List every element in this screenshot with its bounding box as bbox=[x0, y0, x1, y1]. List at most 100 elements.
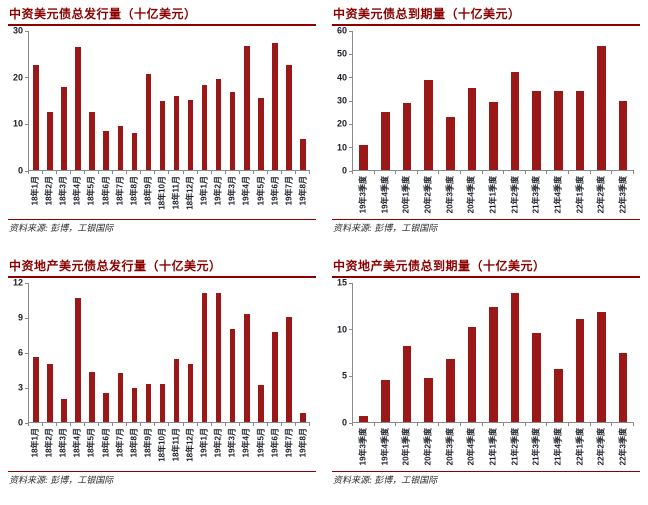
x-tick-mark bbox=[28, 171, 44, 174]
bar bbox=[75, 298, 81, 422]
bar bbox=[272, 331, 278, 422]
x-axis-label: 22年2季度 bbox=[591, 174, 613, 216]
y-tick-mark bbox=[349, 375, 352, 377]
x-axis-label-text: 18年7月 bbox=[115, 176, 125, 206]
x-axis-label-text: 18年10月 bbox=[157, 176, 167, 210]
x-axis-label: 19年6月 bbox=[268, 174, 282, 216]
bar-slot bbox=[418, 283, 440, 422]
y-tick-label: 0 bbox=[341, 165, 347, 176]
x-axis-ticks bbox=[28, 171, 310, 174]
bar bbox=[103, 131, 110, 170]
x-tick-mark bbox=[184, 171, 198, 174]
x-axis-label: 20年1季度 bbox=[395, 426, 417, 468]
y-tick-label: 9 bbox=[17, 312, 23, 323]
bar bbox=[215, 79, 222, 170]
x-axis-label: 21年4季度 bbox=[547, 426, 569, 468]
bar bbox=[359, 416, 369, 422]
y-tick-mark bbox=[349, 147, 352, 149]
y-tick-mark bbox=[349, 329, 352, 331]
y-tick-label: 10 bbox=[12, 118, 23, 129]
chart-property-bond-issuance: 中资地产美元债总发行量（十亿美元） 0 3 6 9 12 18年1月 18年2月 18年3月… bbox=[0, 252, 324, 505]
bar-slot bbox=[526, 283, 548, 422]
x-tick-mark bbox=[57, 171, 72, 174]
x-axis-label: 19年7月 bbox=[282, 174, 296, 216]
x-tick-mark bbox=[198, 171, 212, 174]
bar bbox=[272, 42, 278, 170]
y-tick-label: 6 bbox=[17, 347, 23, 358]
chart-area: 0 10 20 30 40 50 60 bbox=[332, 26, 640, 175]
source-divider bbox=[332, 471, 640, 472]
x-axis-label-text: 19年2月 bbox=[213, 176, 223, 206]
x-axis-label: 22年2季度 bbox=[591, 426, 613, 468]
x-axis-label: 19年8月 bbox=[296, 426, 310, 468]
x-axis-label-text: 18年8月 bbox=[129, 176, 139, 206]
x-axis-label: 18年5月 bbox=[84, 426, 98, 468]
bar-slot bbox=[396, 31, 418, 170]
bar bbox=[532, 333, 541, 422]
x-tick-mark bbox=[198, 423, 212, 426]
bar bbox=[103, 393, 110, 422]
source-divider bbox=[8, 471, 316, 472]
bar-slot bbox=[254, 31, 268, 170]
x-tick-mark bbox=[296, 423, 310, 426]
bar bbox=[510, 293, 520, 422]
chart-area: 0 5 10 15 bbox=[332, 278, 640, 427]
bar bbox=[47, 364, 53, 422]
bar-slot bbox=[99, 31, 113, 170]
x-axis-label: 20年4季度 bbox=[460, 174, 482, 216]
x-axis-label: 19年3季度 bbox=[352, 426, 374, 468]
bars bbox=[353, 31, 634, 170]
x-tick-mark bbox=[612, 171, 634, 174]
x-axis-label-text: 21年4季度 bbox=[553, 428, 563, 466]
x-axis-label-text: 21年3季度 bbox=[531, 428, 541, 466]
x-axis-label-text: 21年3季度 bbox=[531, 176, 541, 214]
x-axis-label-text: 20年3季度 bbox=[445, 428, 455, 466]
bar bbox=[467, 327, 477, 422]
x-axis-label: 22年3季度 bbox=[612, 426, 634, 468]
x-axis-label: 19年1月 bbox=[197, 426, 211, 468]
x-tick-mark bbox=[28, 423, 44, 426]
chart-area: 0 10 20 30 bbox=[8, 26, 316, 175]
bar-slot bbox=[71, 31, 85, 170]
x-axis-label-text: 18年4月 bbox=[72, 428, 82, 458]
bar bbox=[445, 359, 455, 422]
bar bbox=[89, 111, 96, 170]
y-axis: 0 5 10 15 bbox=[332, 278, 352, 427]
x-axis-label-text: 18年11月 bbox=[171, 428, 181, 462]
x-axis-label-text: 18年2月 bbox=[44, 428, 54, 458]
x-tick-mark bbox=[504, 423, 526, 426]
x-axis-ticks bbox=[352, 423, 634, 426]
y-tick-mark bbox=[349, 53, 352, 55]
bar-slot bbox=[569, 283, 591, 422]
bar-slot bbox=[226, 31, 240, 170]
y-tick-label: 12 bbox=[12, 277, 23, 288]
y-tick-mark bbox=[349, 100, 352, 102]
x-axis-label-text: 18年9月 bbox=[143, 176, 153, 206]
x-axis-label-text: 19年1月 bbox=[199, 176, 209, 206]
x-axis-label-text: 21年2季度 bbox=[510, 176, 520, 214]
x-axis-label: 18年2月 bbox=[42, 426, 56, 468]
y-tick-mark bbox=[349, 282, 352, 284]
source-note: 资料来源: 彭博，工银国际 bbox=[9, 475, 114, 485]
x-tick-mark bbox=[439, 171, 462, 174]
x-axis-label-text: 19年6月 bbox=[270, 428, 280, 458]
x-axis-label-text: 19年8月 bbox=[298, 428, 308, 458]
y-axis: 0 10 20 30 40 50 60 bbox=[332, 26, 352, 175]
y-tick-mark bbox=[25, 170, 28, 172]
x-axis-label: 18年11月 bbox=[169, 426, 183, 468]
y-tick-label: 20 bbox=[12, 72, 23, 83]
x-axis-label: 19年2月 bbox=[211, 174, 225, 216]
bar bbox=[243, 46, 250, 170]
x-tick-mark bbox=[418, 423, 440, 426]
y-tick-label: 50 bbox=[336, 48, 347, 59]
x-tick-mark bbox=[526, 423, 548, 426]
chart-title: 中资美元债总到期量（十亿美元） bbox=[332, 0, 640, 26]
x-axis-label-text: 22年2季度 bbox=[596, 428, 606, 466]
x-axis-label: 18年6月 bbox=[98, 174, 112, 216]
bar bbox=[187, 364, 194, 422]
bars bbox=[29, 31, 310, 170]
x-axis-label-text: 20年3季度 bbox=[445, 176, 455, 214]
x-axis-label-text: 19年4月 bbox=[241, 176, 251, 206]
x-tick-mark bbox=[240, 423, 254, 426]
bar-slot bbox=[155, 31, 169, 170]
